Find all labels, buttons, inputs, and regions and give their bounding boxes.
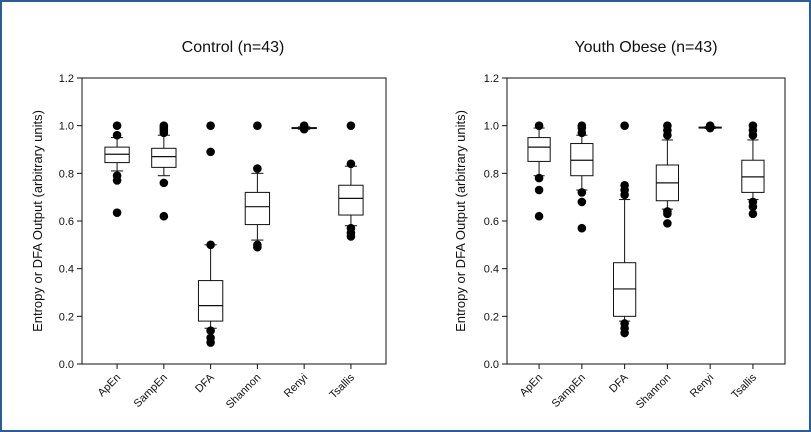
boxplot-dfa <box>197 121 224 347</box>
boxplot-apen <box>104 121 130 217</box>
outlier-point <box>346 232 356 241</box>
y-tick-label: 0.6 <box>59 216 74 228</box>
outlier-point <box>620 121 629 130</box>
boxplots <box>104 121 364 347</box>
x-tick-label: Shannon <box>224 372 264 412</box>
x-tick-labels: ApEn SampEn DFA Shannon Renyi Tsallis <box>518 364 759 412</box>
outlier-point <box>534 121 544 130</box>
boxplot-renyi <box>698 121 722 133</box>
outlier-point <box>748 130 758 140</box>
boxplot-sampen <box>570 121 594 233</box>
outlier-point <box>705 123 715 133</box>
y-tick-label: 0.4 <box>484 264 499 276</box>
outlier-point <box>159 128 169 138</box>
box-iqr <box>244 191 271 226</box>
y-tick-label: 0.6 <box>484 216 499 228</box>
x-tick-labels: ApEn SampEn DFA Shannon Renyi Tsallis <box>96 364 357 412</box>
outlier-point <box>159 211 169 221</box>
panel-title: Youth Obese (n=43) <box>574 39 717 56</box>
boxplot-tsallis <box>741 121 765 219</box>
y-tick-label: 0.2 <box>484 311 499 323</box>
plot-area <box>506 77 786 365</box>
y-tick-label: 1.2 <box>59 73 74 85</box>
y-axis-label: Entropy or DFA Output (arbitrary units) <box>453 110 468 332</box>
outlier-point <box>112 130 122 140</box>
outlier-point <box>206 338 215 347</box>
x-tick-label: ApEn <box>96 372 124 400</box>
y-tick-label: 0.8 <box>59 168 74 180</box>
y-tick-label: 0.0 <box>484 359 499 371</box>
box-iqr <box>338 184 364 216</box>
box-iqr <box>197 280 224 322</box>
outlier-point <box>346 159 356 169</box>
boxplot-tsallis <box>338 121 364 241</box>
outlier-point <box>253 164 262 173</box>
outlier-point <box>577 128 587 138</box>
outlier-point <box>112 208 122 217</box>
outlier-point <box>577 223 587 233</box>
y-tick-labels: 0.0 0.2 0.4 0.6 0.8 1.0 1.2 <box>59 73 82 371</box>
box-iqr <box>151 147 177 168</box>
outlier-point <box>577 188 587 197</box>
outlier-point <box>577 197 587 207</box>
boxplot-renyi <box>291 121 317 134</box>
y-tick-label: 1.2 <box>484 73 499 85</box>
boxplot-sampen <box>151 121 177 221</box>
x-tick-label: DFA <box>607 371 631 395</box>
x-tick-label: Tsallis <box>729 371 759 401</box>
outlier-point <box>206 240 215 250</box>
boxplot-shannon <box>655 121 680 228</box>
y-tick-label: 0.4 <box>59 264 74 276</box>
y-tick-label: 1.0 <box>484 121 499 133</box>
x-tick-label: Renyi <box>282 372 310 400</box>
outlier-point <box>206 121 215 130</box>
outlier-point <box>663 209 672 219</box>
boxplot-shannon <box>244 121 271 252</box>
outlier-point <box>253 242 262 252</box>
outlier-point <box>620 328 629 338</box>
x-tick-label: SampEn <box>550 372 588 410</box>
outlier-point <box>253 121 262 130</box>
x-tick-label: Shannon <box>634 372 674 412</box>
x-tick-label: ApEn <box>518 372 546 400</box>
y-axis-label: Entropy or DFA Output (arbitrary units) <box>30 110 45 332</box>
y-tick-labels: 0.0 0.2 0.4 0.6 0.8 1.0 1.2 <box>484 73 507 371</box>
boxplot-dfa <box>612 121 637 338</box>
outlier-point <box>206 326 215 335</box>
outlier-point <box>620 190 629 200</box>
outlier-point <box>534 173 544 183</box>
outlier-point <box>346 121 356 130</box>
outlier-point <box>159 178 169 188</box>
y-tick-label: 0.2 <box>59 311 74 323</box>
control-panel: Control (n=43) Entropy or DFA Output (ar… <box>30 39 387 412</box>
outlier-point <box>534 211 544 221</box>
outlier-point <box>663 219 672 228</box>
outlier-point <box>206 147 215 157</box>
outlier-point <box>748 202 758 211</box>
x-tick-label: Tsallis <box>327 371 357 401</box>
outlier-point <box>663 130 672 140</box>
outlier-point <box>112 121 122 130</box>
outlier-point <box>299 124 309 134</box>
x-tick-label: DFA <box>193 371 217 395</box>
panel-title: Control (n=43) <box>182 39 285 56</box>
outlier-point <box>748 209 758 219</box>
x-tick-label: Renyi <box>688 372 716 400</box>
y-tick-label: 0.8 <box>484 168 499 180</box>
boxplot-apen <box>527 121 551 221</box>
plot-area <box>81 77 387 365</box>
outlier-point <box>112 176 122 185</box>
outlier-point <box>534 185 544 195</box>
boxplots <box>527 121 765 338</box>
youth-obese-panel: Youth Obese (n=43) Entropy or DFA Output… <box>453 39 786 412</box>
y-tick-label: 1.0 <box>59 121 74 133</box>
box-iqr <box>527 137 551 162</box>
x-tick-label: SampEn <box>132 372 170 410</box>
y-tick-label: 0.0 <box>59 359 74 371</box>
